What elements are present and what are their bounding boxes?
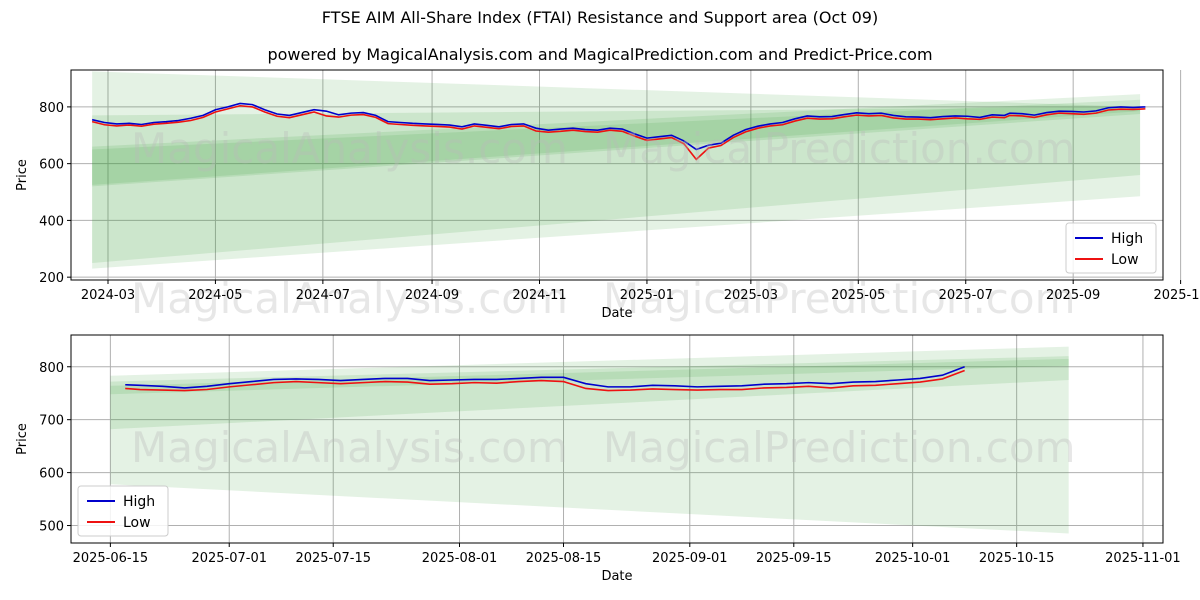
x-tick-label: 2025-07-01 <box>191 551 267 566</box>
axes-frame <box>70 334 1164 544</box>
y-axis-label: Price <box>15 423 30 455</box>
y-axis-label: Price <box>15 159 30 191</box>
series-line-high <box>91 102 1146 151</box>
y-tick-label: 500 <box>39 520 64 535</box>
chart-subtitle: powered by MagicalAnalysis.com and Magic… <box>267 45 933 64</box>
support-resistance-band <box>110 346 1069 534</box>
x-tick-label: 2025-11 <box>1153 288 1200 303</box>
watermark-text: MagicalAnalysis.com <box>131 274 568 323</box>
x-axis-label: Date <box>601 569 632 584</box>
x-tick-label: 2025-07 <box>939 288 993 303</box>
support-resistance-band <box>92 99 1141 185</box>
x-tick-label: 2024-05 <box>188 288 242 303</box>
x-tick-label: 2025-01 <box>620 288 674 303</box>
axes-frame <box>70 69 1164 281</box>
x-tick-label: 2024-07 <box>296 288 350 303</box>
legend-label-low: Low <box>1111 252 1139 268</box>
legend-box <box>1065 222 1157 274</box>
watermark-text: MagicalPrediction.com <box>603 124 1076 173</box>
x-tick-label: 2025-10-01 <box>875 551 951 566</box>
y-tick-label: 800 <box>39 101 64 116</box>
x-tick-label: 2025-07-15 <box>295 551 371 566</box>
x-tick-label: 2025-11-01 <box>1105 551 1181 566</box>
y-tick-label: 800 <box>39 361 64 376</box>
x-tick-label: 2024-11 <box>512 288 566 303</box>
x-tick-label: 2025-05 <box>831 288 885 303</box>
legend-label-high: High <box>123 494 155 510</box>
y-tick-label: 700 <box>39 414 64 429</box>
y-tick-label: 200 <box>39 271 64 286</box>
x-tick-label: 2025-10-15 <box>979 551 1055 566</box>
legend-label-high: High <box>1111 231 1143 247</box>
support-resistance-band <box>92 71 1141 269</box>
support-resistance-band <box>110 356 1069 430</box>
support-resistance-band <box>92 106 1141 263</box>
series-line-low <box>125 369 965 392</box>
watermark-text: MagicalPrediction.com <box>603 274 1076 323</box>
watermark-text: MagicalAnalysis.com <box>131 423 568 472</box>
support-resistance-band <box>92 94 1141 187</box>
watermark-text: MagicalPrediction.com <box>603 423 1076 472</box>
legend-box <box>77 485 169 537</box>
series-line-low <box>91 104 1146 161</box>
y-tick-label: 600 <box>39 158 64 173</box>
x-tick-label: 2025-08-15 <box>526 551 602 566</box>
x-tick-label: 2024-03 <box>81 288 135 303</box>
watermark-text: MagicalAnalysis.com <box>131 124 568 173</box>
chart-title: FTSE AIM All-Share Index (FTAI) Resistan… <box>321 8 879 27</box>
x-tick-label: 2025-08-01 <box>422 551 498 566</box>
series-line-high <box>125 366 965 389</box>
support-resistance-band <box>110 358 1069 395</box>
x-axis-label: Date <box>601 306 632 321</box>
x-tick-label: 2025-09 <box>1046 288 1100 303</box>
x-tick-label: 2024-09 <box>405 288 459 303</box>
legend-label-low: Low <box>123 515 151 531</box>
x-tick-label: 2025-06-15 <box>73 551 149 566</box>
bottom-plot-panel: MagicalAnalysis.com MagicalPrediction.com… <box>15 334 1181 584</box>
x-tick-label: 2025-09-01 <box>652 551 728 566</box>
x-tick-label: 2025-03 <box>724 288 778 303</box>
top-plot-panel: MagicalAnalysis.com MagicalPrediction.com… <box>15 69 1200 323</box>
y-tick-label: 400 <box>39 214 64 229</box>
x-tick-label: 2025-09-15 <box>756 551 832 566</box>
y-tick-label: 600 <box>39 467 64 482</box>
